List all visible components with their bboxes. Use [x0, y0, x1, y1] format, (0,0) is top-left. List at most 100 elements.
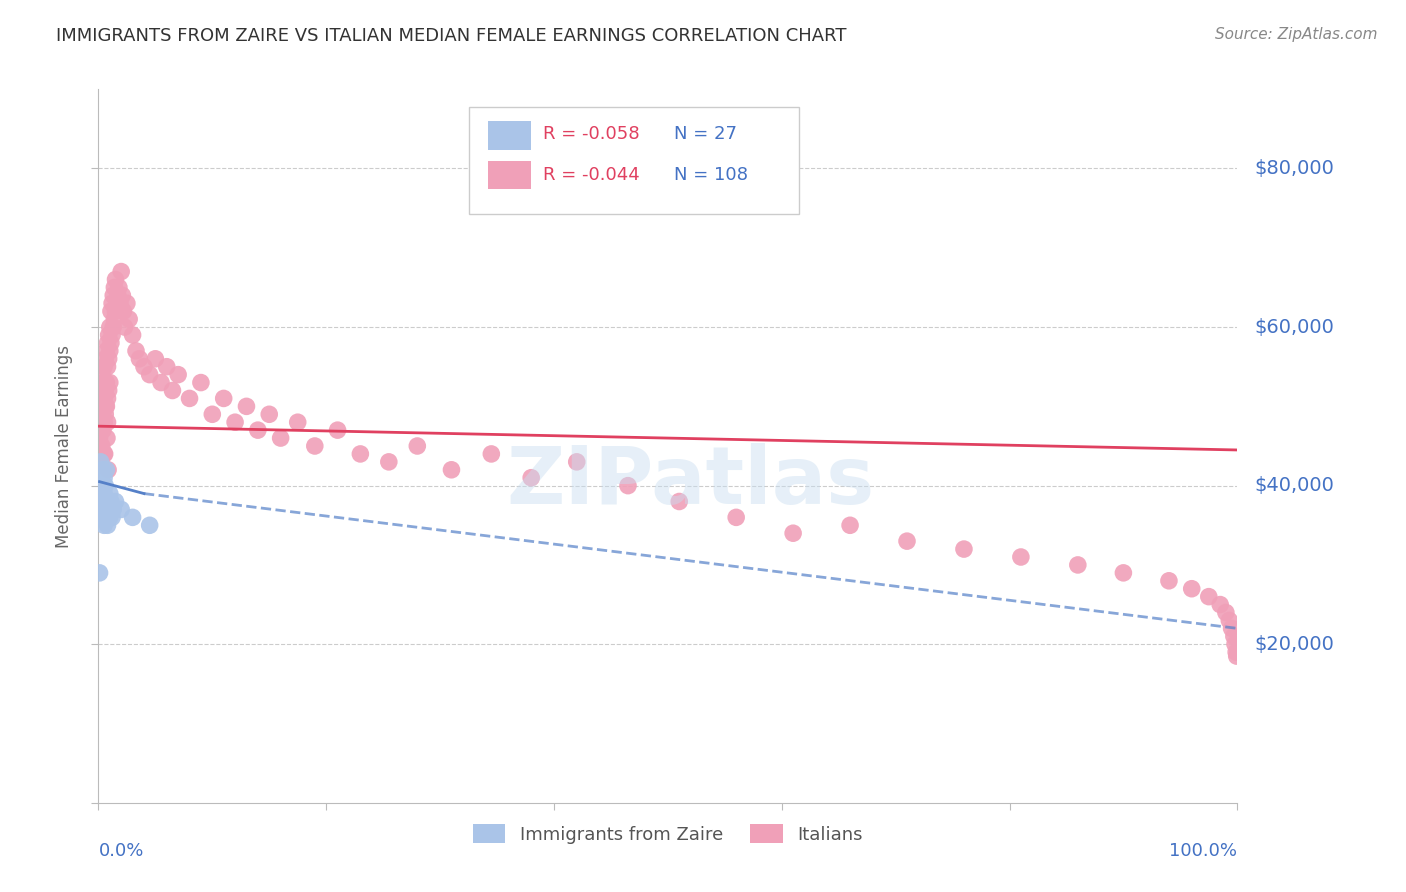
- FancyBboxPatch shape: [488, 161, 531, 189]
- Point: [1209, 598, 1232, 612]
- Point: [138, 518, 160, 533]
- Point: [103, 280, 125, 294]
- Point: [98, 320, 121, 334]
- Point: [94, 478, 117, 492]
- Point: [121, 510, 143, 524]
- Point: [96, 376, 118, 390]
- Point: [96, 494, 118, 508]
- Point: [1225, 645, 1247, 659]
- Text: 0.0%: 0.0%: [98, 842, 143, 860]
- Point: [100, 335, 122, 350]
- Point: [93, 518, 115, 533]
- Point: [156, 359, 179, 374]
- Point: [93, 415, 115, 429]
- Point: [121, 328, 143, 343]
- Point: [115, 296, 138, 310]
- Point: [349, 447, 371, 461]
- Point: [782, 526, 804, 541]
- Point: [94, 400, 117, 414]
- Point: [1226, 649, 1249, 664]
- Point: [1010, 549, 1032, 564]
- Point: [96, 392, 118, 406]
- Point: [150, 376, 173, 390]
- Point: [89, 400, 111, 414]
- Point: [90, 384, 112, 398]
- Point: [107, 288, 129, 302]
- FancyBboxPatch shape: [488, 121, 531, 150]
- Text: 100.0%: 100.0%: [1170, 842, 1237, 860]
- Point: [112, 304, 135, 318]
- Point: [101, 328, 124, 343]
- Point: [479, 447, 502, 461]
- Point: [97, 351, 120, 366]
- Point: [97, 328, 120, 343]
- Point: [104, 272, 127, 286]
- Point: [90, 478, 112, 492]
- Point: [96, 400, 118, 414]
- Point: [1067, 558, 1090, 572]
- Point: [91, 400, 114, 414]
- Point: [190, 376, 212, 390]
- Point: [1198, 590, 1220, 604]
- Point: [1223, 637, 1246, 651]
- Point: [91, 392, 114, 406]
- Legend: Immigrants from Zaire, Italians: Immigrants from Zaire, Italians: [465, 817, 870, 851]
- Point: [1112, 566, 1135, 580]
- Point: [93, 447, 115, 461]
- Point: [94, 502, 117, 516]
- Point: [440, 463, 463, 477]
- Text: N = 27: N = 27: [673, 125, 737, 143]
- Point: [224, 415, 246, 429]
- Point: [246, 423, 269, 437]
- Point: [128, 351, 150, 366]
- Y-axis label: Median Female Earnings: Median Female Earnings: [55, 344, 73, 548]
- Point: [97, 463, 120, 477]
- Point: [668, 494, 690, 508]
- Point: [110, 264, 132, 278]
- Point: [235, 400, 257, 414]
- Text: Source: ZipAtlas.com: Source: ZipAtlas.com: [1215, 27, 1378, 42]
- Point: [839, 518, 862, 533]
- Point: [162, 384, 184, 398]
- Point: [93, 392, 115, 406]
- Point: [93, 486, 115, 500]
- Point: [201, 407, 224, 421]
- Point: [94, 351, 117, 366]
- Point: [98, 486, 121, 500]
- Point: [287, 415, 309, 429]
- Point: [96, 494, 118, 508]
- Point: [90, 368, 112, 382]
- Point: [96, 463, 118, 477]
- Point: [617, 478, 640, 492]
- Point: [138, 368, 160, 382]
- Point: [100, 494, 122, 508]
- Point: [179, 392, 201, 406]
- Point: [93, 359, 115, 374]
- Point: [1215, 606, 1237, 620]
- Point: [304, 439, 326, 453]
- Text: $20,000: $20,000: [1254, 635, 1334, 654]
- Point: [96, 359, 118, 374]
- FancyBboxPatch shape: [468, 107, 799, 214]
- Point: [1218, 614, 1240, 628]
- Point: [114, 320, 136, 334]
- Point: [565, 455, 588, 469]
- Text: ZIPatlas: ZIPatlas: [506, 442, 875, 521]
- Point: [125, 343, 148, 358]
- Point: [111, 288, 134, 302]
- Point: [100, 304, 122, 318]
- Point: [91, 376, 114, 390]
- Point: [378, 455, 401, 469]
- Point: [896, 534, 918, 549]
- Point: [96, 518, 118, 533]
- Point: [89, 455, 111, 469]
- Point: [97, 384, 120, 398]
- Point: [326, 423, 349, 437]
- Point: [93, 415, 115, 429]
- Text: $40,000: $40,000: [1254, 476, 1334, 495]
- Point: [520, 471, 543, 485]
- Point: [94, 384, 117, 398]
- Point: [145, 351, 167, 366]
- Point: [103, 502, 125, 516]
- Text: R = -0.058: R = -0.058: [543, 125, 640, 143]
